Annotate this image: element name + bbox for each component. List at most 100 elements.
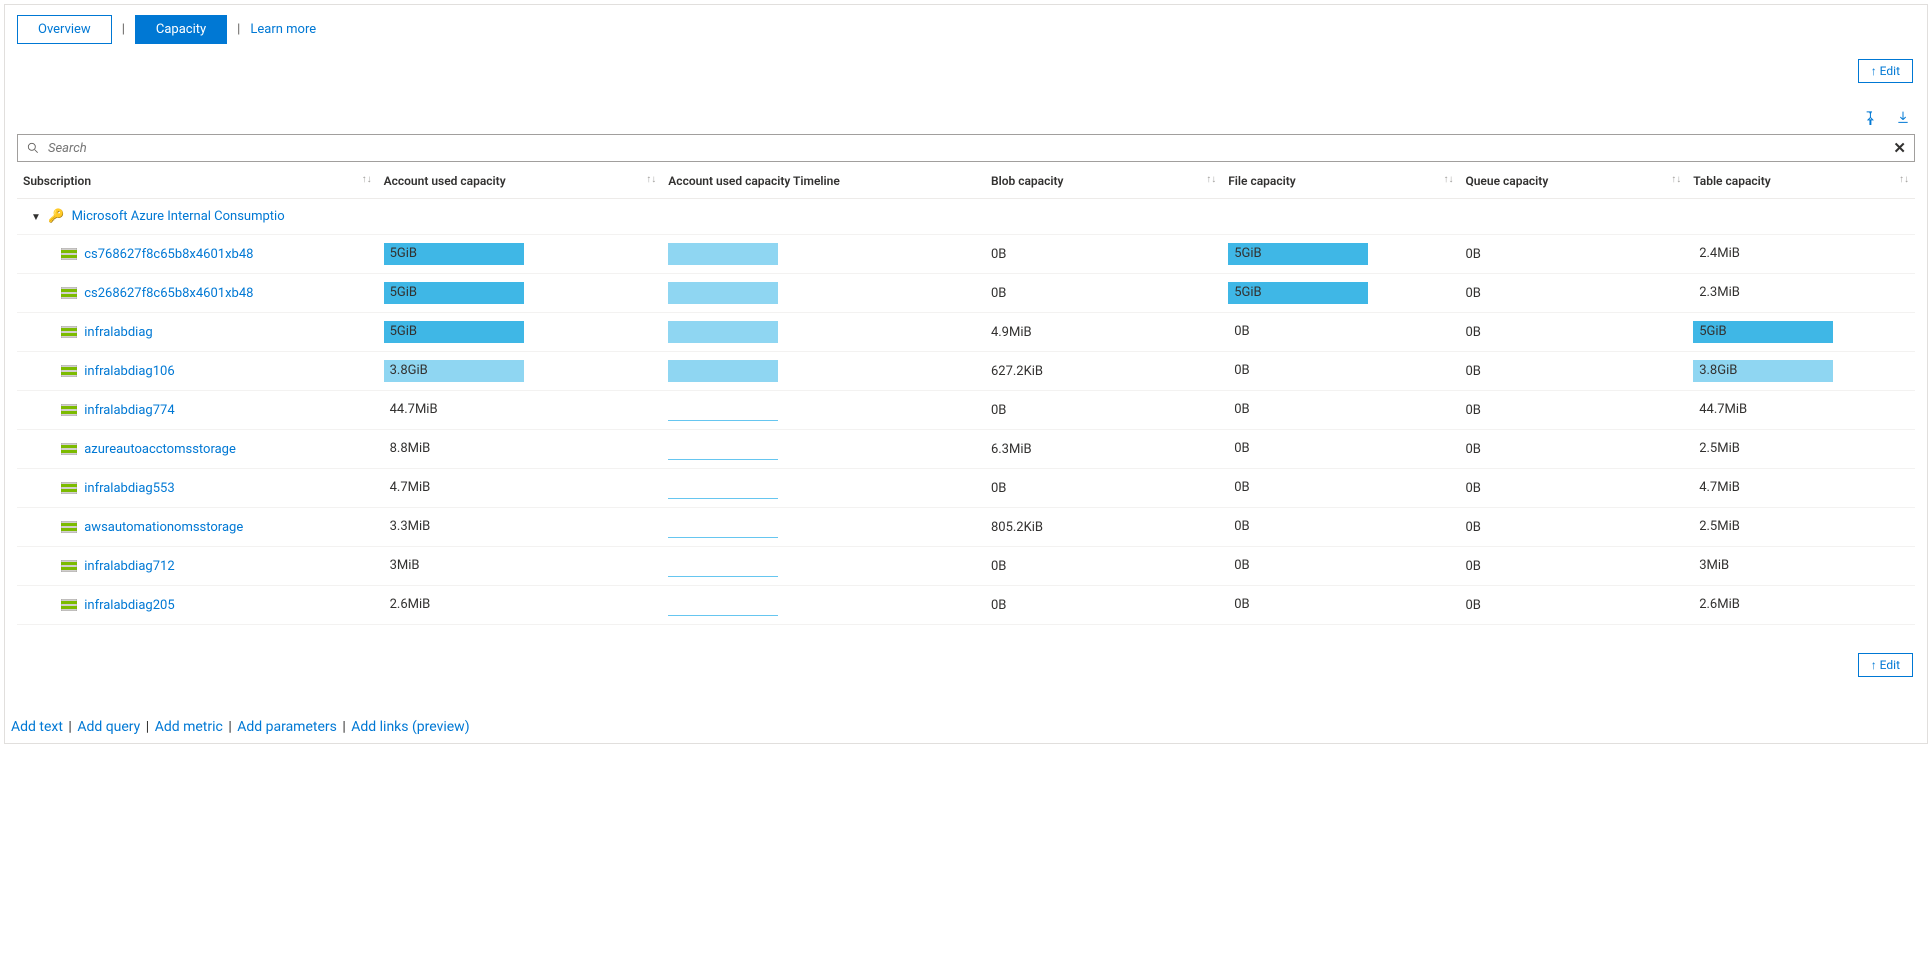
blob-capacity-cell: 0B bbox=[985, 469, 1222, 508]
storage-account-icon bbox=[61, 404, 77, 416]
add-query-link[interactable]: Add query bbox=[77, 719, 140, 735]
col-table[interactable]: Table capacity↑↓ bbox=[1687, 162, 1915, 199]
timeline-cell bbox=[662, 313, 985, 352]
used-capacity-cell: 5GiB bbox=[378, 313, 663, 352]
queue-capacity-cell: 0B bbox=[1459, 391, 1687, 430]
blob-capacity-cell: 4.9MiB bbox=[985, 313, 1222, 352]
resource-link[interactable]: infralabdiag bbox=[61, 325, 153, 340]
file-capacity-cell: 0B bbox=[1222, 469, 1459, 508]
used-capacity-cell: 4.7MiB bbox=[378, 469, 663, 508]
search-field[interactable]: ✕ bbox=[17, 134, 1915, 162]
queue-capacity-cell: 0B bbox=[1459, 235, 1687, 274]
col-file[interactable]: File capacity↑↓ bbox=[1222, 162, 1459, 199]
table-row: awsautomationomsstorage3.3MiB805.2KiB0B0… bbox=[17, 508, 1915, 547]
resource-link[interactable]: cs768627f8c65b8x4601xb48 bbox=[61, 247, 253, 262]
queue-capacity-cell: 0B bbox=[1459, 547, 1687, 586]
col-queue[interactable]: Queue capacity↑↓ bbox=[1459, 162, 1687, 199]
queue-capacity-cell: 0B bbox=[1459, 352, 1687, 391]
storage-account-icon bbox=[61, 326, 77, 338]
used-capacity-cell: 5GiB bbox=[378, 235, 663, 274]
storage-account-icon bbox=[61, 482, 77, 494]
file-capacity-cell: 0B bbox=[1222, 547, 1459, 586]
file-capacity-cell: 0B bbox=[1222, 508, 1459, 547]
download-icon[interactable] bbox=[1895, 109, 1911, 125]
file-capacity-cell: 0B bbox=[1222, 352, 1459, 391]
table-capacity-cell: 2.6MiB bbox=[1687, 586, 1915, 625]
resource-link[interactable]: infralabdiag553 bbox=[61, 481, 175, 496]
subscription-group-row[interactable]: ▼ 🔑 Microsoft Azure Internal Consumptio bbox=[17, 199, 1915, 235]
sort-icon[interactable]: ↑↓ bbox=[362, 174, 372, 185]
tab-separator: | bbox=[122, 22, 125, 37]
col-blob[interactable]: Blob capacity↑↓ bbox=[985, 162, 1222, 199]
used-capacity-cell: 5GiB bbox=[378, 274, 663, 313]
col-subscription[interactable]: Subscription↑↓ bbox=[17, 162, 378, 199]
blob-capacity-cell: 0B bbox=[985, 391, 1222, 430]
table-capacity-cell: 2.5MiB bbox=[1687, 508, 1915, 547]
storage-account-icon bbox=[61, 365, 77, 377]
sort-icon[interactable]: ↑↓ bbox=[646, 174, 656, 185]
used-capacity-cell: 8.8MiB bbox=[378, 430, 663, 469]
queue-capacity-cell: 0B bbox=[1459, 469, 1687, 508]
col-used[interactable]: Account used capacity↑↓ bbox=[378, 162, 663, 199]
timeline-cell bbox=[662, 235, 985, 274]
subscription-name[interactable]: Microsoft Azure Internal Consumptio bbox=[72, 209, 285, 224]
table-row: infralabdiag77444.7MiB0B0B0B44.7MiB bbox=[17, 391, 1915, 430]
file-capacity-cell: 0B bbox=[1222, 391, 1459, 430]
sort-icon[interactable]: ↑↓ bbox=[1671, 174, 1681, 185]
resource-link[interactable]: infralabdiag774 bbox=[61, 403, 175, 418]
blob-capacity-cell: 0B bbox=[985, 547, 1222, 586]
resource-link[interactable]: awsautomationomsstorage bbox=[61, 520, 243, 535]
search-input[interactable] bbox=[46, 140, 1893, 157]
sort-icon[interactable]: ↑↓ bbox=[1443, 174, 1453, 185]
storage-account-icon bbox=[61, 443, 77, 455]
table-row: infralabdiag7123MiB0B0B0B3MiB bbox=[17, 547, 1915, 586]
add-parameters-link[interactable]: Add parameters bbox=[237, 719, 337, 735]
resource-link[interactable]: infralabdiag205 bbox=[61, 598, 175, 613]
tab-separator: | bbox=[237, 22, 240, 37]
tab-overview[interactable]: Overview bbox=[17, 15, 112, 44]
tab-capacity[interactable]: Capacity bbox=[135, 15, 227, 44]
pin-icon[interactable] bbox=[1861, 109, 1877, 125]
sort-icon[interactable]: ↑↓ bbox=[1206, 174, 1216, 185]
timeline-cell bbox=[662, 586, 985, 625]
timeline-cell bbox=[662, 352, 985, 391]
col-timeline[interactable]: Account used capacity Timeline bbox=[662, 162, 985, 199]
blob-capacity-cell: 0B bbox=[985, 274, 1222, 313]
add-text-link[interactable]: Add text bbox=[11, 719, 63, 735]
sort-icon[interactable]: ↑↓ bbox=[1899, 174, 1909, 185]
resource-link[interactable]: infralabdiag106 bbox=[61, 364, 175, 379]
used-capacity-cell: 3.3MiB bbox=[378, 508, 663, 547]
search-icon bbox=[26, 141, 40, 155]
queue-capacity-cell: 0B bbox=[1459, 508, 1687, 547]
storage-account-icon bbox=[61, 248, 77, 260]
file-capacity-cell: 0B bbox=[1222, 313, 1459, 352]
edit-button-top[interactable]: ↑ Edit bbox=[1858, 59, 1913, 83]
table-capacity-cell: 2.3MiB bbox=[1687, 274, 1915, 313]
edit-button-bottom[interactable]: ↑ Edit bbox=[1858, 653, 1913, 677]
queue-capacity-cell: 0B bbox=[1459, 586, 1687, 625]
blob-capacity-cell: 6.3MiB bbox=[985, 430, 1222, 469]
timeline-cell bbox=[662, 547, 985, 586]
queue-capacity-cell: 0B bbox=[1459, 274, 1687, 313]
resource-link[interactable]: azureautoacctomsstorage bbox=[61, 442, 236, 457]
table-capacity-cell: 3.8GiB bbox=[1687, 352, 1915, 391]
storage-account-icon bbox=[61, 287, 77, 299]
table-capacity-cell: 4.7MiB bbox=[1687, 469, 1915, 508]
timeline-cell bbox=[662, 469, 985, 508]
storage-account-icon bbox=[61, 521, 77, 533]
add-links-link[interactable]: Add links (preview) bbox=[351, 719, 469, 735]
table-row: infralabdiag5GiB4.9MiB0B0B5GiB bbox=[17, 313, 1915, 352]
table-row: cs768627f8c65b8x4601xb485GiB0B5GiB0B2.4M… bbox=[17, 235, 1915, 274]
resource-link[interactable]: infralabdiag712 bbox=[61, 559, 175, 574]
timeline-cell bbox=[662, 430, 985, 469]
add-metric-link[interactable]: Add metric bbox=[155, 719, 223, 735]
blob-capacity-cell: 0B bbox=[985, 586, 1222, 625]
chevron-down-icon[interactable]: ▼ bbox=[31, 212, 41, 223]
table-capacity-cell: 2.4MiB bbox=[1687, 235, 1915, 274]
storage-account-icon bbox=[61, 560, 77, 572]
capacity-table: Subscription↑↓ Account used capacity↑↓ A… bbox=[17, 162, 1915, 625]
clear-search-icon[interactable]: ✕ bbox=[1893, 139, 1906, 157]
resource-link[interactable]: cs268627f8c65b8x4601xb48 bbox=[61, 286, 253, 301]
learn-more-link[interactable]: Learn more bbox=[250, 22, 316, 37]
blob-capacity-cell: 627.2KiB bbox=[985, 352, 1222, 391]
